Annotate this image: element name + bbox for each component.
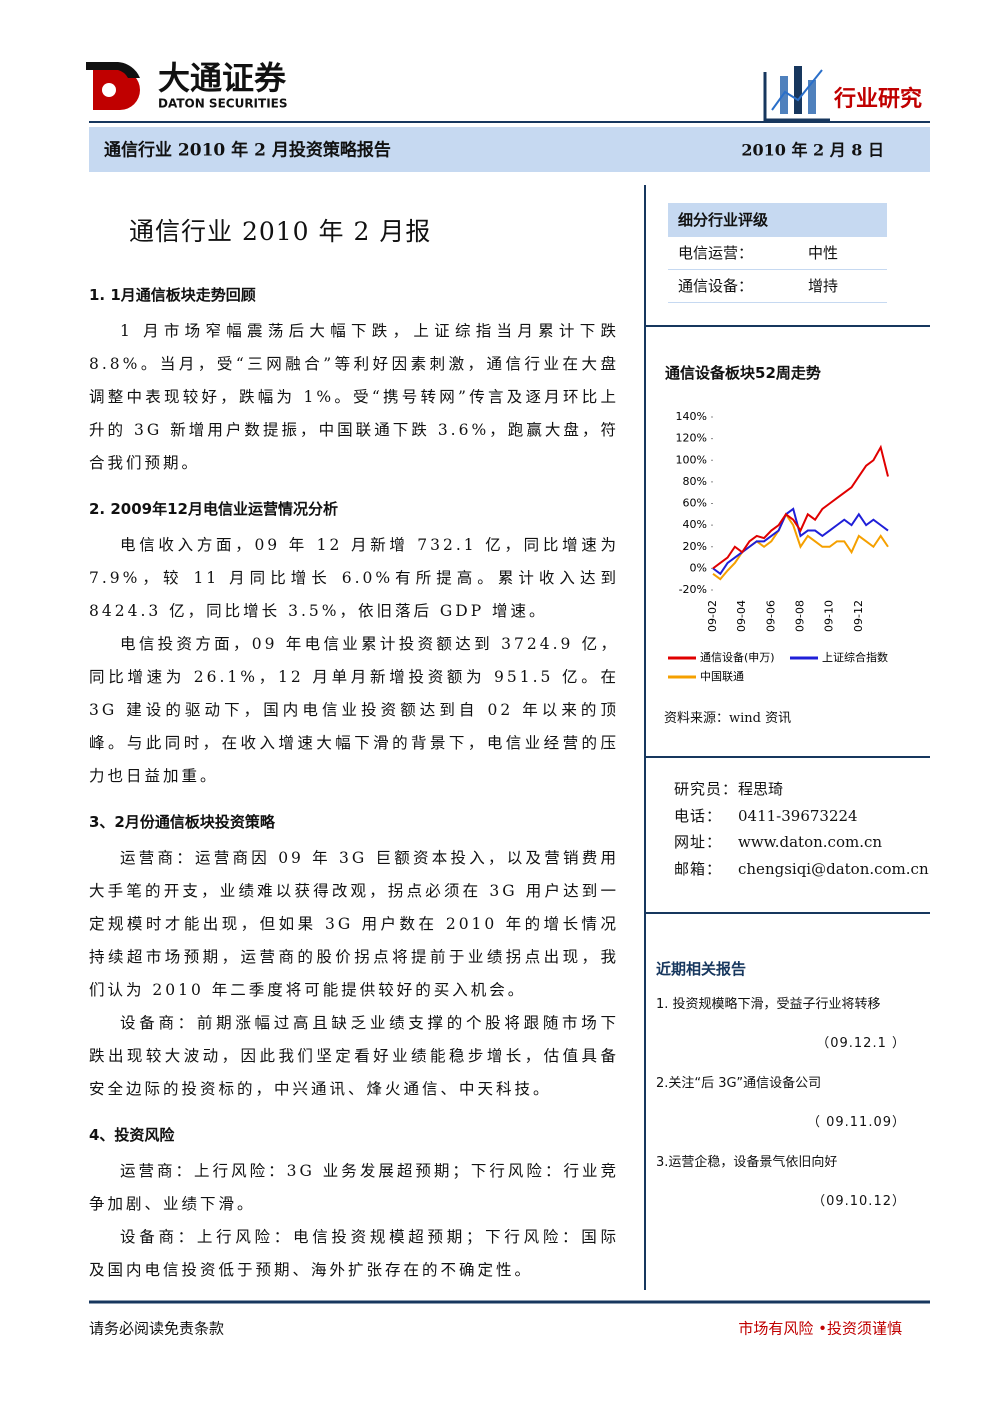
paragraph: 1 月市场窄幅震荡后大幅下跌，上证综指当月累计下跌 8.8%。当月，受“三网融合… bbox=[89, 322, 619, 472]
footer-right: 市场有风险 •投资须谨慎 bbox=[738, 1320, 902, 1338]
analyst-value: chengsiqi@daton.com.cn bbox=[738, 859, 929, 878]
x-tick-label: 09-12 bbox=[852, 600, 865, 632]
series-line bbox=[712, 512, 889, 581]
chart-title: 通信设备板块52周走势 bbox=[665, 364, 821, 382]
y-tick-label: 0% bbox=[690, 561, 707, 574]
analyst-box: 研究员： 程思琦 电话： 0411-39673224 网址： www.daton.com.… bbox=[674, 776, 929, 882]
badge-icon bbox=[763, 66, 830, 122]
analyst-label: 邮箱： bbox=[674, 859, 723, 878]
paragraph: 电信投资方面，09 年电信业累计投资额达到 3724.9 亿，同比增速为 26.… bbox=[89, 635, 619, 785]
report-date: 2010 年 2 月 8 日 bbox=[741, 141, 884, 160]
y-tick-label: 40% bbox=[683, 518, 707, 531]
rating-value: 中性 bbox=[808, 244, 839, 262]
x-tick-label: 09-06 bbox=[764, 600, 777, 632]
legend-label: 通信设备(申万) bbox=[700, 650, 775, 664]
x-tick-label: 09-02 bbox=[706, 600, 719, 632]
rating-heading: 细分行业评级 bbox=[668, 203, 887, 237]
y-tick-label: 120% bbox=[676, 432, 707, 445]
main-column: 通信行业 2010 年 2 月报 1. 1月通信板块走势回顾 1 月市场窄幅震荡后… bbox=[89, 212, 619, 1287]
section-heading: 4、投资风险 bbox=[89, 1126, 175, 1144]
paragraph: 设备商：上行风险：电信投资规模超预期；下行风险：国际及国内电信投资低于预期、海外… bbox=[89, 1228, 619, 1279]
related-heading: 近期相关报告 bbox=[656, 960, 747, 978]
section-heading: 1. 1月通信板块走势回顾 bbox=[89, 286, 256, 304]
series-line bbox=[712, 444, 889, 570]
rating-label: 电信运营： bbox=[678, 244, 754, 262]
analyst-value: 0411-39673224 bbox=[738, 806, 858, 825]
chart-source: 资料来源：wind 资讯 bbox=[664, 711, 792, 726]
logo-mark bbox=[86, 62, 140, 110]
analyst-value: 程思琦 bbox=[738, 780, 784, 798]
legend-label: 中国联通 bbox=[700, 670, 744, 683]
paragraph: 电信收入方面，09 年 12 月新增 732.1 亿，同比增速为 7.9%，较 … bbox=[89, 536, 619, 620]
paragraph: 运营商：运营商因 09 年 3G 巨额资本投入，以及营销费用大手笔的开支，业绩难… bbox=[89, 849, 619, 999]
y-tick-label: 140% bbox=[676, 410, 707, 423]
y-tick-label: 100% bbox=[676, 453, 707, 466]
y-tick-label: 20% bbox=[683, 540, 707, 553]
related-date: （09.10.12） bbox=[812, 1194, 906, 1209]
y-tick-label: -20% bbox=[679, 583, 707, 596]
analyst-row: 电话： 0411-39673224 bbox=[674, 803, 929, 830]
analyst-value: www.daton.com.cn bbox=[738, 833, 883, 851]
title-bar bbox=[89, 127, 930, 172]
footer-left: 请务必阅读免责条款 bbox=[89, 1320, 224, 1338]
related-title: 3.运营企稳，设备景气依旧向好 bbox=[656, 1155, 838, 1170]
y-tick-label: 80% bbox=[683, 475, 707, 488]
company-cn: 大通证券 bbox=[158, 59, 287, 97]
rating-row: 电信运营： 中性 bbox=[668, 237, 887, 270]
related-date: （09.12.1 ） bbox=[816, 1036, 906, 1051]
rating-box: 细分行业评级 电信运营： 中性通信设备： 增持 bbox=[668, 203, 887, 303]
company-en: DATON SECURITIES bbox=[158, 97, 288, 111]
related-box: 近期相关报告 1. 投资规模略下滑，受益子行业将转移 （09.12.1 ） 2.关注… bbox=[656, 958, 916, 1228]
analyst-label: 网址： bbox=[674, 833, 723, 851]
related-title: 2.关注“后 3G”通信设备公司 bbox=[656, 1076, 822, 1091]
x-tick-label: 09-04 bbox=[735, 600, 748, 632]
x-tick-label: 09-08 bbox=[794, 600, 807, 632]
analyst-label: 电话： bbox=[674, 806, 723, 825]
related-date: （ 09.11.09） bbox=[806, 1115, 906, 1130]
related-title: 1. 投资规模略下滑，受益子行业将转移 bbox=[656, 997, 881, 1012]
section-heading: 2. 2009年12月电信业运营情况分析 bbox=[89, 500, 338, 518]
analyst-row: 研究员： 程思琦 bbox=[674, 776, 929, 803]
series-line bbox=[712, 507, 889, 576]
section-heading: 3、2月份通信板块投资策略 bbox=[89, 813, 275, 831]
x-tick-label: 09-10 bbox=[823, 600, 836, 632]
rating-label: 通信设备： bbox=[678, 277, 754, 295]
paragraph: 运营商：上行风险：3G 业务发展超预期；下行风险：行业竞争加剧、业绩下滑。 bbox=[89, 1162, 619, 1213]
analyst-row: 邮箱： chengsiqi@daton.com.cn bbox=[674, 856, 929, 883]
doc-title: 通信行业 2010 年 2 月报 bbox=[129, 217, 432, 246]
y-tick-label: 60% bbox=[683, 497, 707, 510]
report-title: 通信行业 2010 年 2 月投资策略报告 bbox=[104, 140, 391, 161]
analyst-row: 网址： www.daton.com.cn bbox=[674, 829, 929, 856]
badge: 行业研究 bbox=[833, 86, 922, 112]
paragraph: 设备商：前期涨幅过高且缺乏业绩支撑的个股将跟随市场下跌出现较大波动，因此我们坚定… bbox=[89, 1014, 619, 1098]
rating-row: 通信设备： 增持 bbox=[668, 270, 887, 303]
rating-value: 增持 bbox=[808, 277, 839, 295]
legend-label: 上证综合指数 bbox=[822, 650, 888, 664]
analyst-label: 研究员： bbox=[674, 780, 739, 798]
chart: -20% 0% 20% 40% 60% 80% 100% 120% 140% 09-02 09-04… bbox=[668, 410, 889, 683]
